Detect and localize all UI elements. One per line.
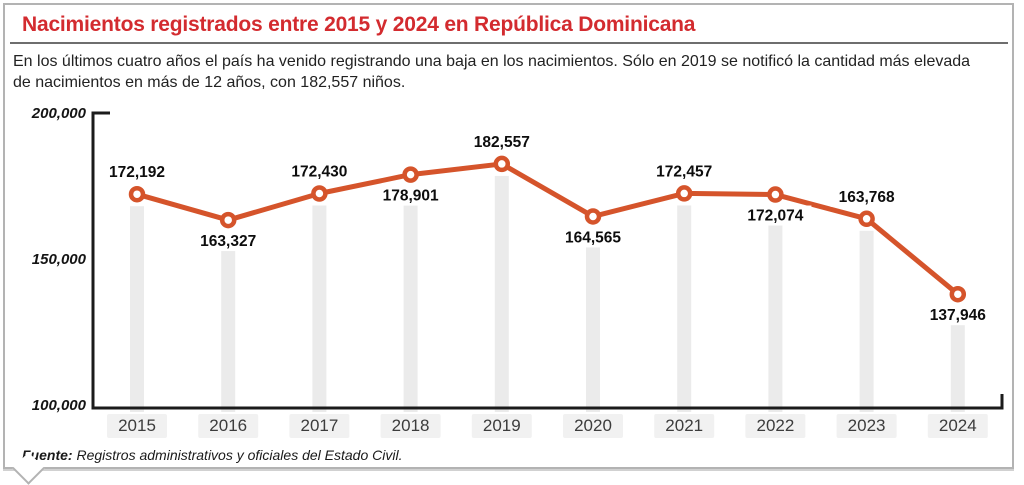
chart-subtitle: En los últimos cuatro años el país ha ve… xyxy=(13,53,971,91)
title-divider xyxy=(10,42,1008,44)
source-note: Fuente: Registros administrativos y ofic… xyxy=(22,447,402,463)
page-title: Nacimientos registrados entre 2015 y 202… xyxy=(22,13,696,36)
source-text: Registros administrativos y oficiales de… xyxy=(76,447,403,463)
infographic-card: Nacimientos registrados entre 2015 y 202… xyxy=(3,3,1014,485)
